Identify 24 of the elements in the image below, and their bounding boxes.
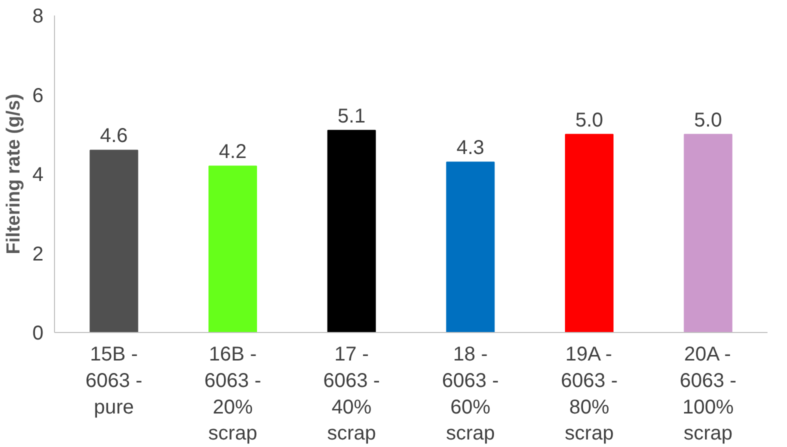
data-label: 4.3 [456, 137, 484, 160]
x-tick-label: 18 - 6063 - 60% scrap [442, 344, 499, 445]
y-axis-title: Filtering rate (g/s) [3, 94, 24, 254]
x-tick-label: 15B - 6063 - pure [86, 344, 142, 418]
bar [446, 162, 495, 332]
bar [90, 150, 138, 332]
x-tick-label: 17 - 6063 - 40% scrap [323, 344, 380, 445]
data-label: 5.0 [575, 109, 604, 132]
data-label: 4.2 [218, 141, 247, 164]
bar [564, 134, 614, 332]
y-tick-label: 4 [32, 164, 44, 186]
bar [684, 134, 732, 332]
y-tick-label: 8 [32, 6, 44, 28]
x-tick-label: 19A - 6063 - 80% scrap [560, 344, 618, 445]
bar [208, 166, 258, 332]
x-tick-label: 16B - 6063 - 20% scrap [204, 344, 262, 445]
x-tick-label: 20A - 6063 - 100% scrap [680, 344, 736, 445]
bar [327, 130, 376, 332]
data-label: 5.0 [694, 109, 722, 132]
y-tick-label: 2 [32, 243, 44, 266]
y-tick-label: 6 [32, 84, 44, 107]
y-tick-label: 0 [32, 322, 44, 344]
data-label: 4.6 [100, 125, 128, 148]
data-label: 5.1 [338, 105, 366, 128]
